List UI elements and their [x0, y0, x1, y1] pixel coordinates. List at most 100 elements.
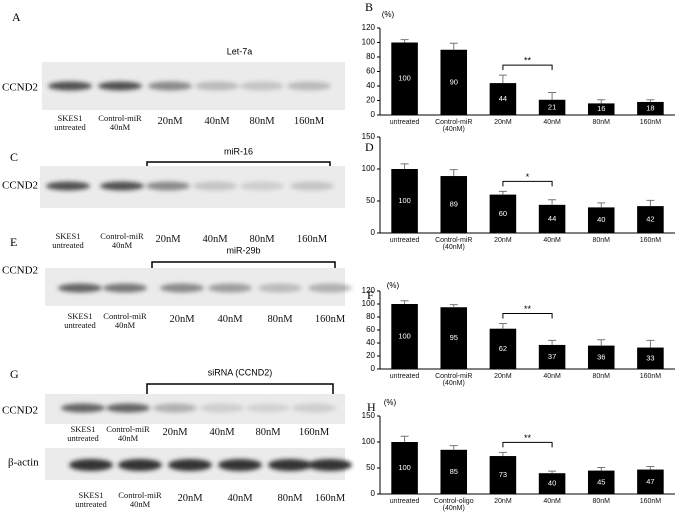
error-bar: [449, 304, 458, 308]
value-label: 18: [646, 103, 654, 112]
row-label: CCND2: [2, 82, 38, 94]
significance-bracket: [502, 180, 553, 187]
error-bar: [498, 74, 507, 84]
lane-label: 40nM: [209, 427, 235, 438]
error-bar: [400, 435, 409, 442]
lane-label: SKES1 untreated: [52, 231, 84, 250]
x-tick-label: Control-miR (40nM): [435, 373, 473, 388]
y-tick-label: 60: [366, 325, 375, 334]
bar: [587, 103, 615, 115]
value-label: 33: [646, 353, 654, 362]
treatment-label: Let-7a: [227, 46, 253, 56]
lane-label: 80nM: [249, 234, 275, 245]
error-bar: [449, 169, 458, 177]
x-tick-label: 20nM: [494, 498, 512, 505]
blot-band: [46, 181, 90, 191]
value-label: 100: [398, 331, 411, 340]
lane-label: 80nM: [249, 116, 275, 127]
x-tick-label: 80nM: [592, 498, 611, 505]
x-tick-label: untreated: [389, 498, 420, 505]
y-tick-label: 60: [366, 67, 375, 76]
bar: [538, 99, 566, 115]
treatment-label: miR-16: [224, 146, 253, 156]
y-tick-label: 20: [366, 351, 375, 360]
blot-band: [160, 283, 204, 293]
lane-label: SKES1 untreated: [54, 113, 86, 132]
x-tick-label: 20nM: [494, 373, 512, 380]
error-bar: [597, 202, 606, 208]
treatment-bracket: [146, 383, 334, 396]
y-tick-label: 100: [362, 164, 376, 173]
x-tick-label: untreated: [389, 237, 420, 244]
bar: [489, 194, 517, 233]
blot-band: [290, 181, 334, 191]
lane-label: Control-miR 40nM: [103, 311, 147, 330]
error-bar: [449, 445, 458, 450]
value-label: 60: [499, 209, 507, 218]
blot-band: [98, 81, 142, 91]
y-tick-label: 150: [362, 132, 376, 141]
error-bar: [400, 163, 409, 169]
y-tick-label: 0: [371, 110, 376, 119]
blot-band: [287, 81, 331, 91]
panel-letter: H: [367, 400, 376, 414]
bar: [489, 328, 517, 369]
error-bar: [646, 465, 655, 470]
bar: [489, 83, 517, 115]
bar: [637, 347, 664, 369]
lane-label: SKES1 untreated: [64, 311, 96, 330]
x-tick-label: 80nM: [592, 119, 611, 126]
significance-bracket: [502, 441, 553, 448]
lane-label: 40nM: [204, 116, 230, 127]
error-bar: [548, 199, 557, 205]
lane-label: 160nM: [314, 493, 346, 504]
y-tick-label: 100: [362, 299, 376, 308]
x-tick-label: 160nM: [639, 237, 662, 244]
value-label: 100: [398, 196, 411, 205]
lane-label: 160nM: [298, 427, 330, 438]
lane-label: SKES1 untreated: [67, 424, 99, 443]
lane-label: 160nM: [293, 116, 325, 127]
lane-label: Control-miR 40nM: [98, 113, 142, 132]
significance-label: *: [526, 172, 530, 182]
error-bar: [548, 470, 557, 474]
error-bar: [449, 42, 458, 50]
x-tick-label: 160nM: [639, 373, 662, 380]
lane-label: 80nM: [255, 427, 281, 438]
blot-band: [106, 403, 150, 413]
error-bar: [646, 339, 655, 348]
error-bar: [548, 339, 557, 345]
error-bar: [400, 300, 409, 304]
y-tick-label: 100: [362, 437, 376, 446]
blot-band: [240, 81, 284, 91]
y-tick-label: 50: [366, 196, 375, 205]
panel-letter: D: [365, 140, 374, 154]
row-label: CCND2: [2, 265, 38, 277]
blot-band: [268, 459, 312, 471]
error-bar: [498, 323, 507, 329]
blot-band: [58, 283, 102, 293]
x-tick-label: untreated: [389, 119, 420, 126]
lane-label: 20nM: [157, 116, 183, 127]
bar: [587, 207, 615, 233]
y-axis-label: (%): [384, 398, 397, 407]
y-axis-label: (%): [387, 281, 400, 290]
bar: [538, 344, 566, 369]
lane-label: 160nM: [296, 234, 328, 245]
y-tick-label: 40: [366, 81, 375, 90]
panel-letter: F: [367, 288, 374, 302]
blot-band: [246, 403, 290, 413]
lane-label: 20nM: [177, 493, 203, 504]
blot-band: [100, 181, 144, 191]
blot-band: [48, 81, 92, 91]
lane-label: Control-miR 40nM: [106, 424, 150, 443]
error-bar: [597, 466, 606, 471]
bar: [391, 442, 418, 494]
lane-label: 20nM: [155, 234, 181, 245]
y-tick-label: 50: [366, 463, 375, 472]
x-tick-label: 40nM: [543, 373, 561, 380]
x-tick-label: Control-miR (40nM): [435, 119, 473, 134]
bar: [440, 307, 468, 369]
value-label: 95: [450, 333, 458, 342]
y-tick-label: 120: [362, 286, 376, 295]
